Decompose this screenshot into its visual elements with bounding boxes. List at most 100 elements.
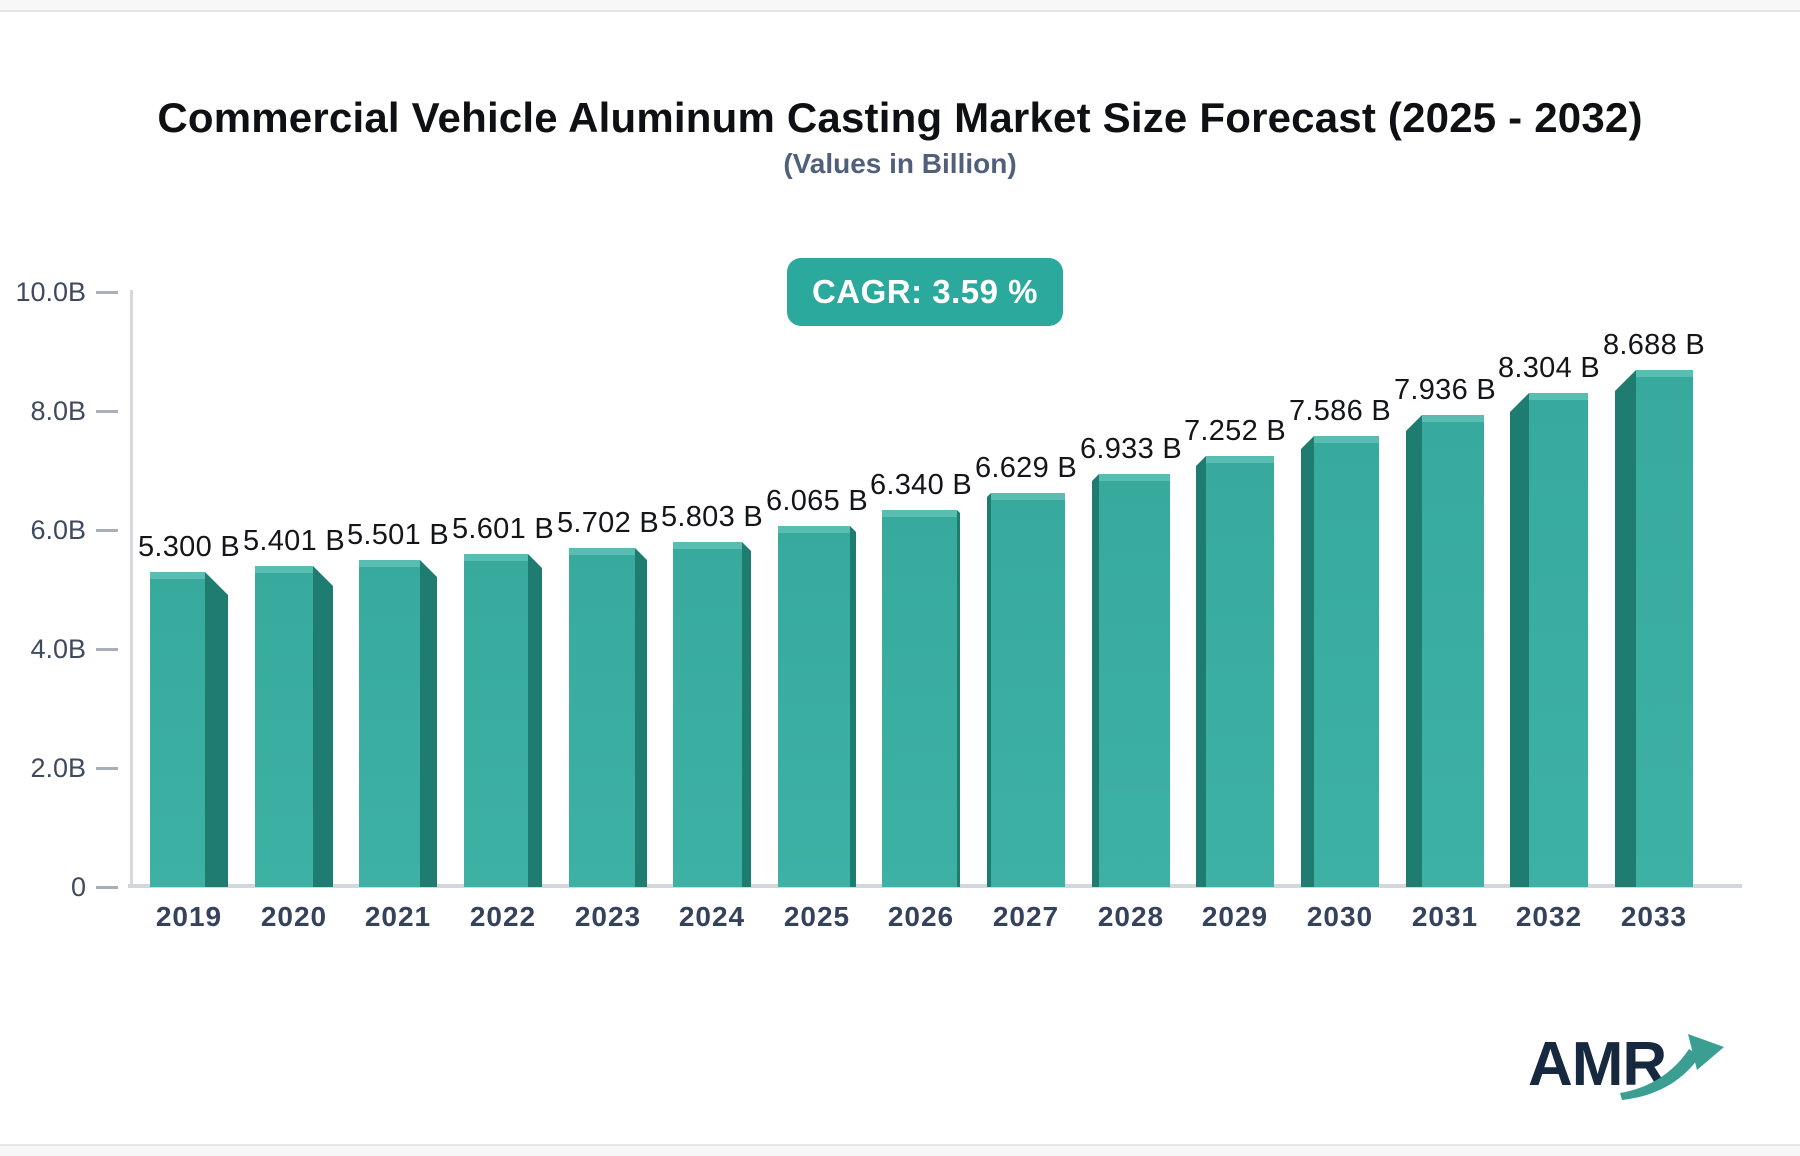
year-label-2021: 2021 <box>364 901 432 932</box>
year-label-2028: 2028 <box>1097 901 1165 932</box>
bar-face <box>255 566 313 887</box>
bar-2024 <box>673 542 751 887</box>
bar-2031 <box>1406 415 1484 887</box>
year-label-2031: 2031 <box>1411 901 1479 932</box>
y-tick-dash <box>96 648 118 651</box>
year-label-2020: 2020 <box>260 901 328 932</box>
bar-top-highlight <box>882 510 957 517</box>
bottom-border-band <box>0 1144 1800 1156</box>
bar-top-highlight <box>359 560 420 567</box>
bar-side-shade <box>957 510 960 887</box>
amr-logo-arrow-icon <box>1620 1034 1724 1100</box>
y-tick-label: 2.0B <box>30 753 86 783</box>
value-label-2024: 5.803 B <box>660 501 764 533</box>
y-tick-dash <box>96 291 118 294</box>
y-tick-dash <box>96 410 118 413</box>
bar-face <box>359 560 420 887</box>
bar-face <box>569 548 635 887</box>
bar-side-shade <box>313 566 333 887</box>
y-tick-dash <box>96 767 118 770</box>
bar-side-shade <box>635 548 647 887</box>
top-border-band <box>0 0 1800 12</box>
year-label-2027: 2027 <box>992 901 1060 932</box>
bar-side-shade <box>850 526 856 887</box>
bar-top-highlight <box>778 526 850 533</box>
bar-face <box>1422 415 1484 887</box>
bar-2021 <box>359 560 437 887</box>
bar-side-shade <box>1615 370 1636 887</box>
bar-2023 <box>569 548 647 887</box>
bar-face <box>1206 456 1274 887</box>
y-axis-line <box>130 290 133 887</box>
bar-top-highlight <box>1636 370 1693 377</box>
bar-face <box>1314 436 1379 887</box>
amr-logo: AMR <box>1528 1030 1728 1110</box>
value-label-2019: 5.300 B <box>137 531 241 563</box>
bar-2019 <box>150 572 228 887</box>
bar-2026 <box>882 510 960 887</box>
value-label-2032: 8.304 B <box>1497 352 1601 384</box>
value-label-2030: 7.586 B <box>1288 395 1392 427</box>
year-label-2032: 2032 <box>1515 901 1583 932</box>
year-label-2019: 2019 <box>155 901 223 932</box>
value-label-2021: 5.501 B <box>346 519 450 551</box>
value-label-2028: 6.933 B <box>1079 433 1183 465</box>
bar-2022 <box>464 554 542 887</box>
y-tick-label: 4.0B <box>30 634 86 664</box>
year-label-2030: 2030 <box>1306 901 1374 932</box>
bar-top-highlight <box>1099 474 1170 481</box>
bar-face <box>1529 393 1588 887</box>
bar-side-shade <box>420 560 437 887</box>
year-label-2029: 2029 <box>1201 901 1269 932</box>
bar-2033 <box>1615 370 1693 887</box>
year-label-2033: 2033 <box>1620 901 1688 932</box>
value-label-2022: 5.601 B <box>451 513 555 545</box>
bar-face <box>991 493 1065 887</box>
year-label-2025: 2025 <box>783 901 851 932</box>
bar-top-highlight <box>673 542 742 549</box>
value-label-2029: 7.252 B <box>1183 415 1287 447</box>
bar-2027 <box>987 493 1065 887</box>
bar-side-shade <box>205 572 228 887</box>
y-tick-label: 0 <box>70 872 86 902</box>
bar-top-highlight <box>150 572 205 579</box>
bar-face <box>1636 370 1693 887</box>
bar-side-shade <box>987 493 991 887</box>
value-label-2020: 5.401 B <box>242 525 346 557</box>
value-label-2023: 5.702 B <box>556 507 660 539</box>
bar-face <box>778 526 850 887</box>
bar-face <box>673 542 742 887</box>
value-label-2025: 6.065 B <box>765 485 869 517</box>
bar-top-highlight <box>1314 436 1379 443</box>
bar-side-shade <box>528 554 542 887</box>
y-tick-label: 8.0B <box>30 396 86 426</box>
value-label-2031: 7.936 B <box>1393 374 1497 406</box>
bar-side-shade <box>742 542 751 887</box>
y-tick-dash <box>96 529 118 532</box>
bar-side-shade <box>1092 474 1099 887</box>
bar-top-highlight <box>464 554 528 561</box>
value-label-2033: 8.688 B <box>1602 329 1706 361</box>
chart-title: Commercial Vehicle Aluminum Casting Mark… <box>157 94 1643 141</box>
bar-side-shade <box>1510 393 1529 887</box>
cagr-badge: CAGR: 3.59 % <box>787 258 1063 326</box>
bar-top-highlight <box>991 493 1065 500</box>
bar-side-shade <box>1196 456 1206 887</box>
bar-face <box>1099 474 1170 887</box>
bar-2025 <box>778 526 856 887</box>
bar-face <box>150 572 205 887</box>
amr-logo-text: AMR <box>1528 1030 1667 1099</box>
year-label-2023: 2023 <box>574 901 642 932</box>
bar-side-shade <box>1301 436 1314 887</box>
chart-subtitle: (Values in Billion) <box>783 148 1017 179</box>
cagr-badge-label: CAGR: 3.59 % <box>811 273 1039 310</box>
y-tick-dash <box>96 886 118 889</box>
bar-side-shade <box>1406 415 1422 887</box>
year-label-2026: 2026 <box>887 901 955 932</box>
bar-top-highlight <box>569 548 635 555</box>
y-tick-label: 10.0B <box>15 277 86 307</box>
year-label-2024: 2024 <box>678 901 746 932</box>
bar-top-highlight <box>255 566 313 573</box>
bar-2028 <box>1092 474 1170 887</box>
bar-2029 <box>1196 456 1274 887</box>
